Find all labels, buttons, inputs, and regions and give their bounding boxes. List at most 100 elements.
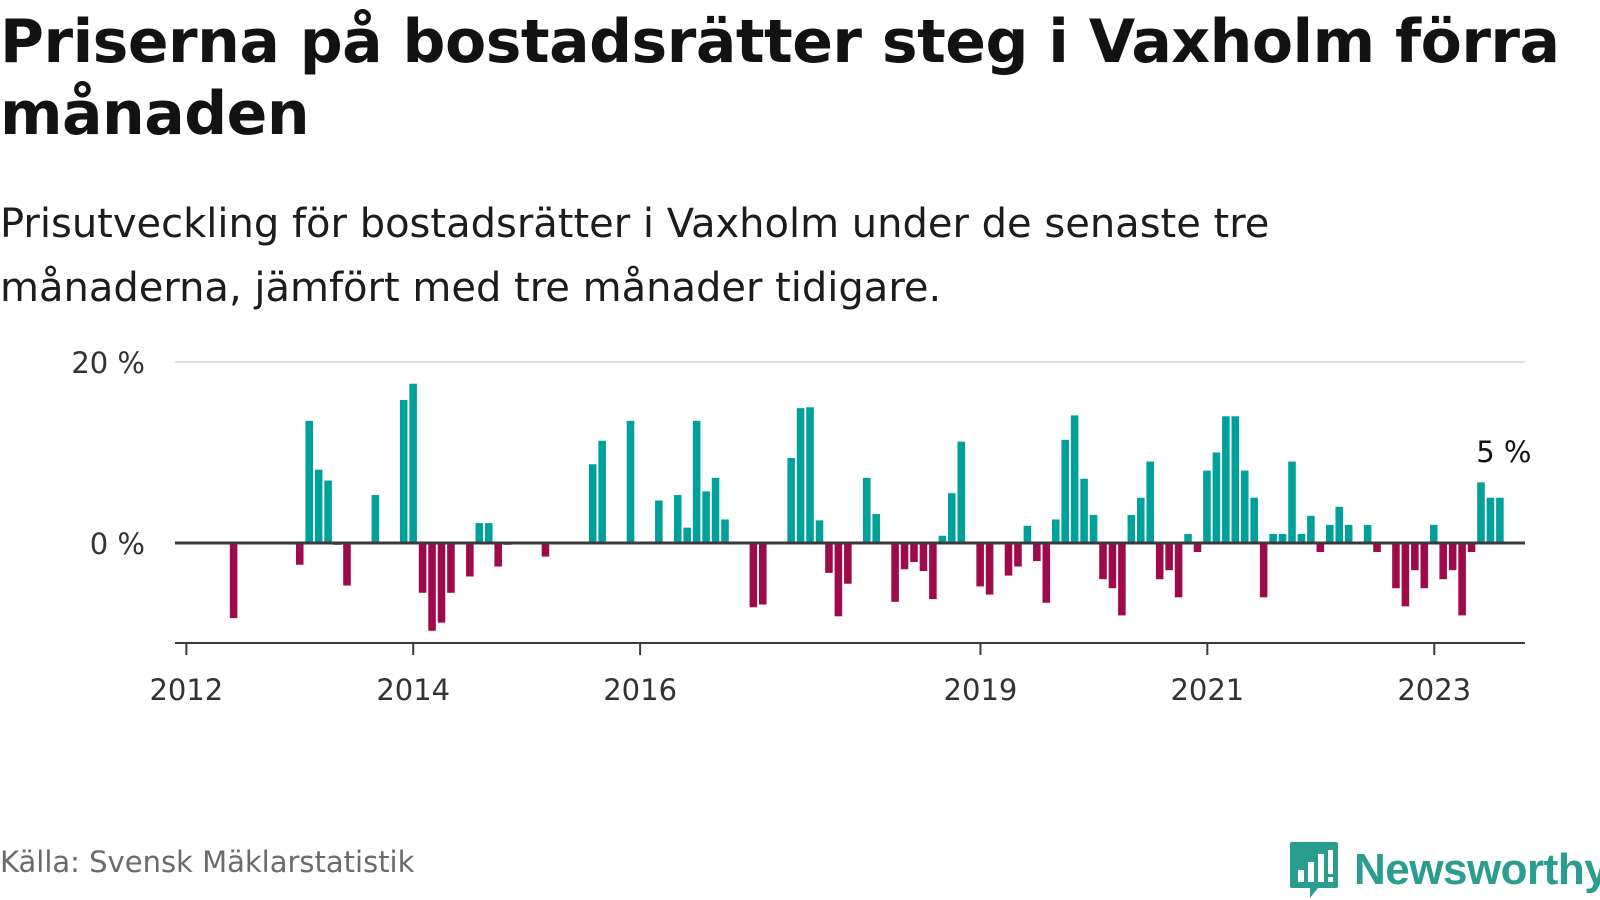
bar (409, 383, 417, 543)
bar (692, 420, 701, 543)
bar-chart: 0 % 20 % 2012 2014 2016 2019 2021 2023 5 % (71, 346, 1531, 707)
bar (626, 420, 635, 543)
bar (1004, 543, 1013, 576)
bar (1363, 524, 1372, 543)
source-note: Källa: Svensk Mäklarstatistik (0, 845, 415, 879)
x-tick-label: 2014 (376, 673, 450, 707)
bar (1127, 514, 1136, 543)
newsworthy-logo: Newsworthy (1288, 840, 1600, 900)
bar (1373, 543, 1381, 553)
bar (447, 543, 455, 593)
bar (1212, 452, 1221, 543)
bar (1080, 478, 1088, 543)
bar (1401, 543, 1410, 607)
chart-title: Priserna på bostadsrätter steg i Vaxholm… (0, 7, 1560, 149)
bar (787, 457, 795, 543)
x-tick-label: 2019 (944, 673, 1018, 707)
latest-value-annotation: 5 % (1476, 435, 1531, 469)
bar (494, 543, 502, 567)
bar (1042, 543, 1051, 603)
bar (985, 543, 994, 595)
bar (1165, 543, 1173, 571)
bar (324, 480, 332, 543)
bar (1089, 514, 1098, 543)
bar (749, 543, 758, 608)
bar (655, 500, 663, 543)
brand-name: Newsworthy (1354, 845, 1600, 894)
bar (957, 441, 966, 543)
bar (1240, 470, 1249, 543)
bar (1458, 543, 1466, 616)
bar (1051, 519, 1060, 543)
bar (305, 420, 313, 543)
bar (1486, 497, 1495, 543)
bar (1137, 497, 1145, 543)
bar (1288, 461, 1296, 543)
bar (900, 543, 909, 570)
bar (1269, 533, 1277, 543)
bar (1477, 482, 1485, 543)
bar (683, 527, 691, 543)
bar (796, 408, 805, 543)
bar (721, 519, 729, 543)
bar (891, 543, 899, 602)
bar (1335, 506, 1344, 543)
bar (466, 543, 474, 577)
bar (343, 543, 351, 586)
bar (872, 514, 880, 543)
bar (1316, 543, 1325, 553)
bar (862, 477, 871, 543)
bar (673, 495, 682, 543)
bar (1155, 543, 1164, 580)
bar (1278, 533, 1287, 543)
bar (1448, 543, 1457, 571)
bar (1250, 497, 1258, 543)
bar (484, 523, 493, 543)
y-tick-label: 0 % (90, 527, 145, 561)
bar (229, 543, 238, 619)
bar (1146, 461, 1155, 543)
bar (399, 400, 408, 543)
bar (825, 543, 833, 573)
x-tick-label: 2021 (1170, 673, 1244, 707)
bar (295, 543, 304, 565)
bar (1420, 543, 1429, 589)
axes (175, 541, 1525, 655)
bar (1108, 543, 1117, 589)
bar (371, 495, 380, 543)
bar (1193, 543, 1202, 553)
newsworthy-logo-icon (1290, 842, 1338, 898)
bar (1184, 533, 1192, 543)
bar (806, 407, 814, 543)
bar (1023, 525, 1032, 543)
bar (1429, 524, 1438, 543)
bar (1014, 543, 1022, 567)
bar (1297, 533, 1306, 543)
bar (1467, 543, 1476, 553)
bar (588, 464, 597, 543)
y-tick-label: 20 % (71, 346, 145, 380)
labels: 0 % 20 % 2012 2014 2016 2019 2021 2023 5 % (71, 346, 1531, 707)
bar (834, 543, 843, 617)
bar (1070, 415, 1079, 543)
bar (929, 543, 937, 600)
bar (815, 520, 824, 543)
bar (1344, 524, 1353, 543)
bar (314, 469, 323, 543)
bar (938, 535, 947, 543)
bar (1061, 439, 1069, 543)
bar (1231, 416, 1240, 543)
bar (428, 543, 436, 631)
bar (976, 543, 984, 587)
bar (598, 440, 606, 543)
x-tick-label: 2023 (1397, 673, 1471, 707)
bar (711, 477, 720, 543)
bar (844, 543, 852, 584)
bar (475, 523, 484, 543)
bars (229, 383, 1504, 631)
bar (1222, 416, 1230, 543)
bar (1118, 543, 1126, 616)
bar (541, 543, 550, 557)
bar (1439, 543, 1447, 580)
bar (702, 491, 710, 543)
